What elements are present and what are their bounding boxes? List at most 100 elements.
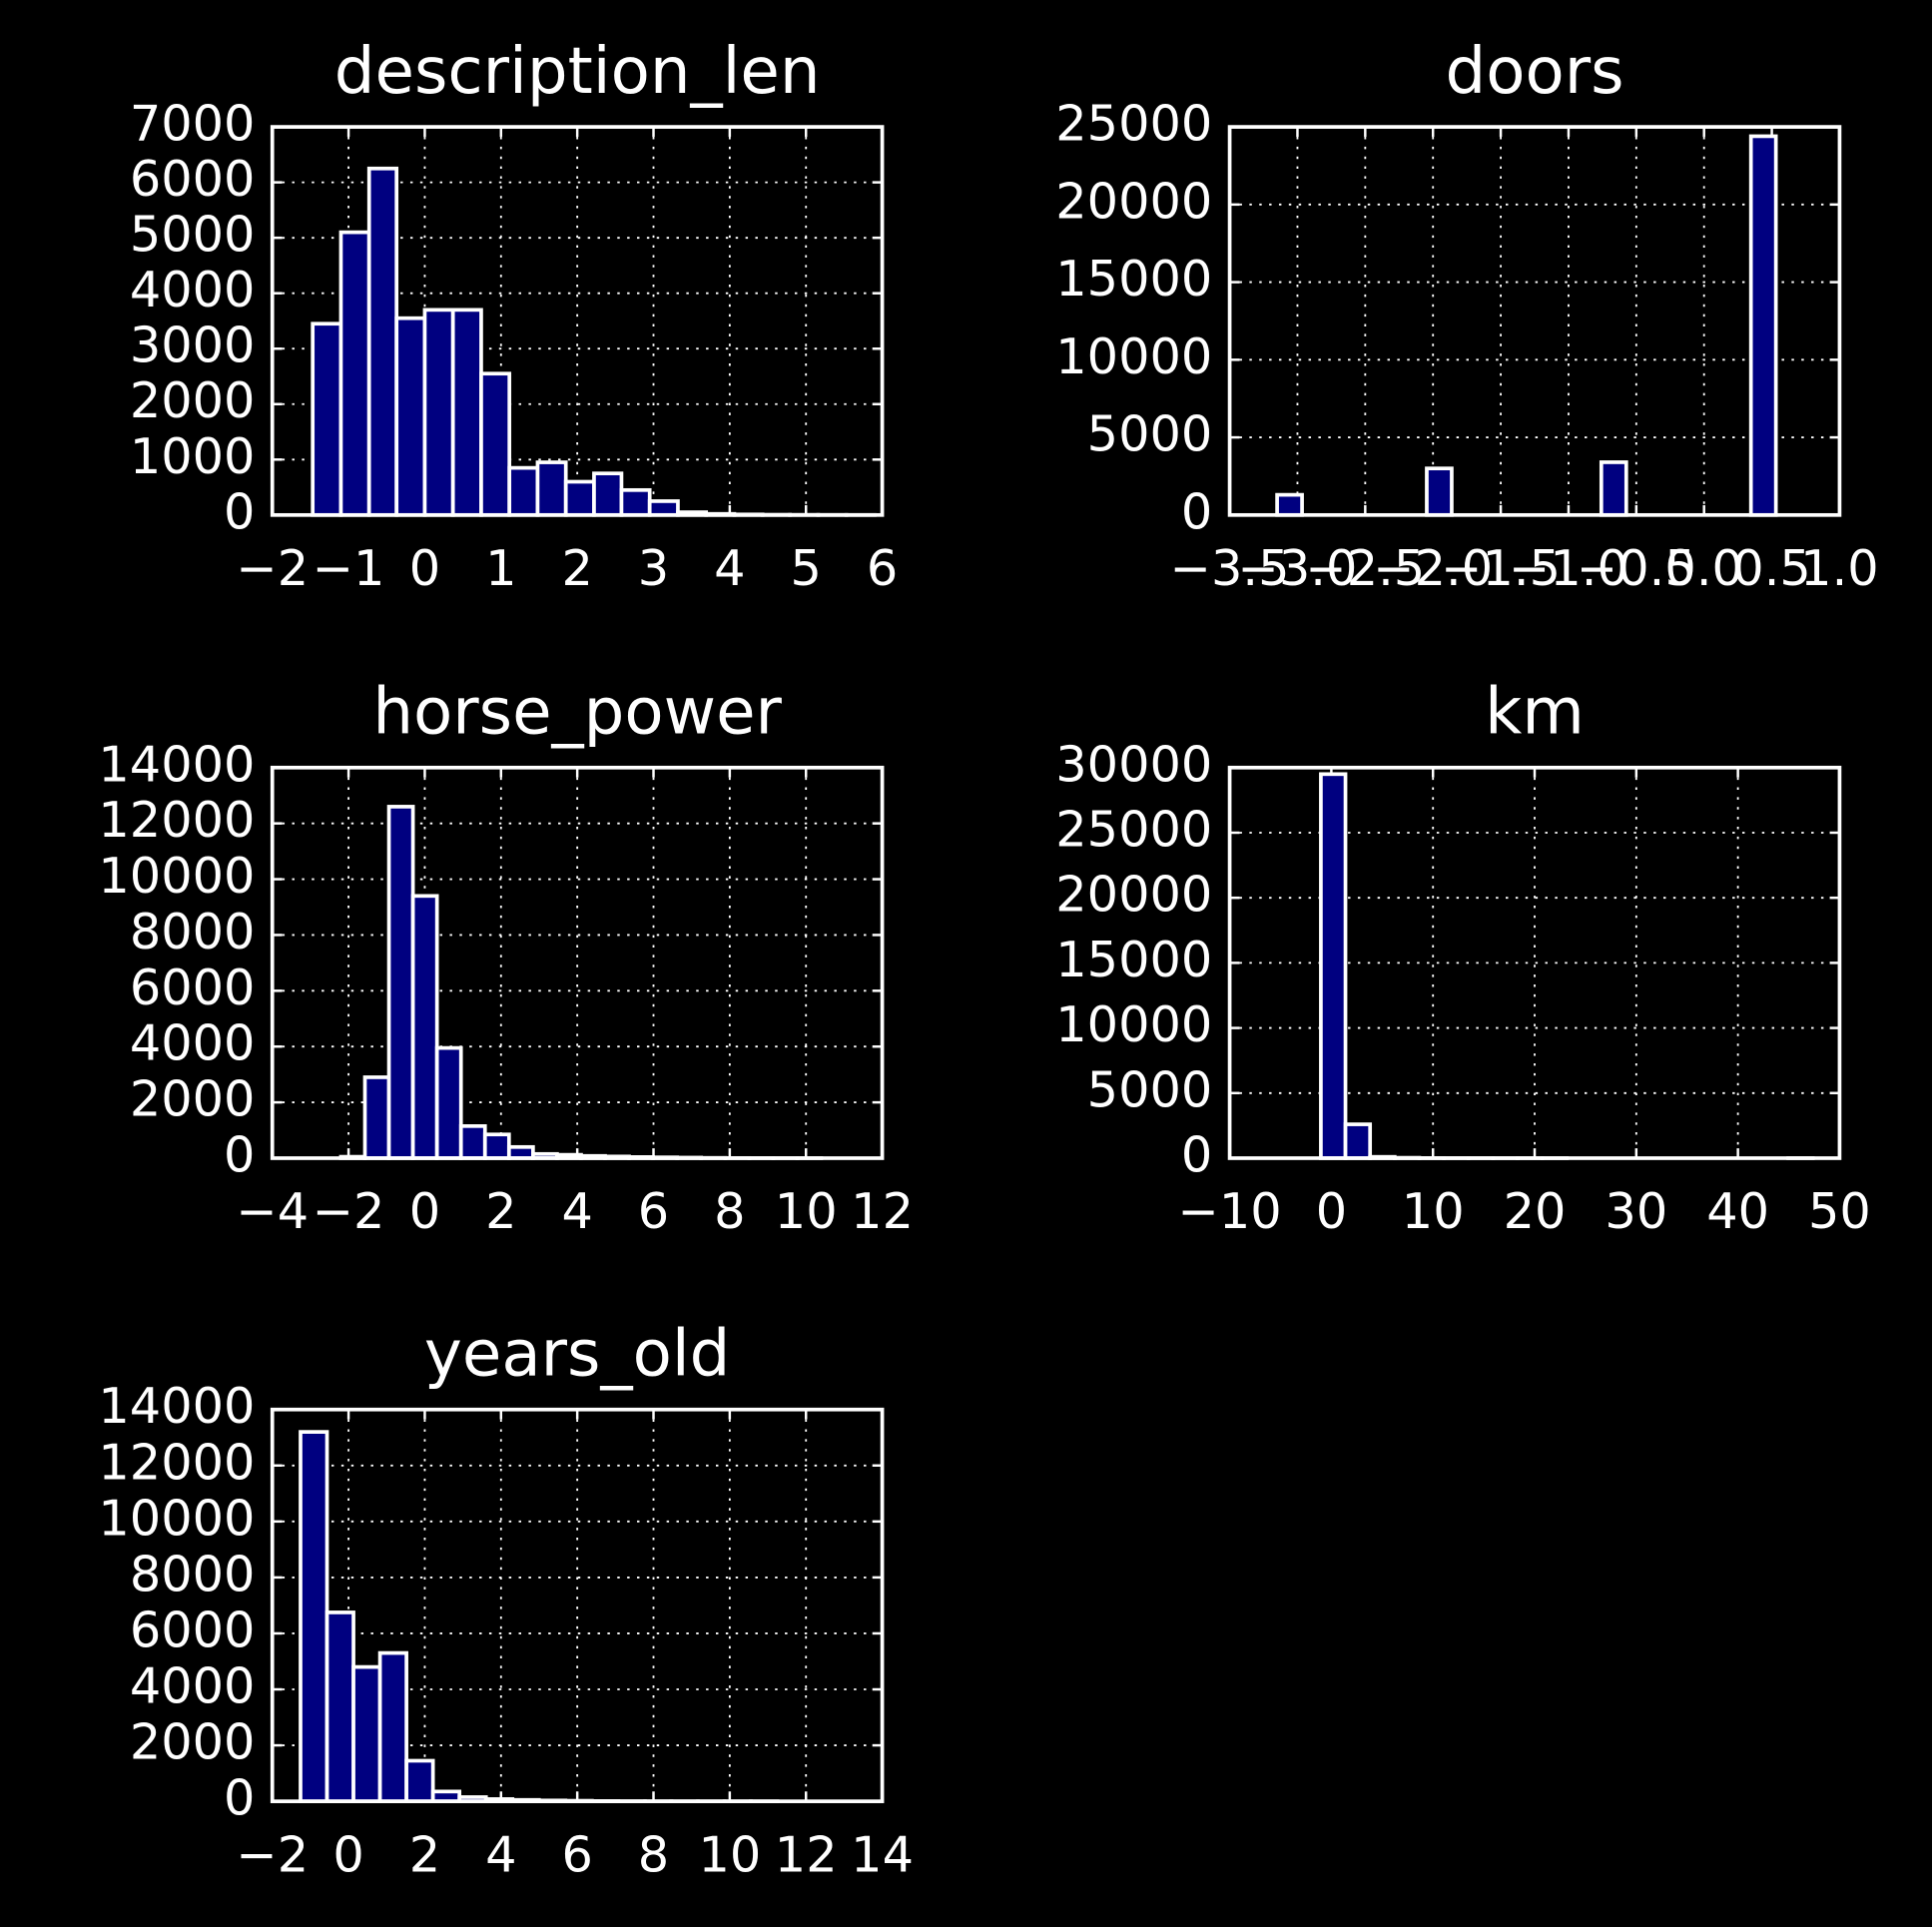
x-tick-label: 0.0: [1664, 539, 1743, 597]
bar: [410, 894, 439, 1160]
axes-frame: [1227, 125, 1842, 517]
y-tick-label: 2000: [130, 371, 256, 429]
x-tick-label: 40: [1706, 1182, 1769, 1240]
bar: [1599, 460, 1628, 517]
subplot: −3.5−3.0−2.5−2.0−1.5−1.0−0.50.00.51.0 0 50…: [1055, 34, 1878, 597]
subplot-title: km: [1485, 675, 1585, 750]
bar: [1425, 466, 1454, 517]
bar: [377, 1650, 408, 1803]
y-tick-label: 12000: [98, 1433, 255, 1491]
bar: [338, 230, 371, 517]
x-tick-label: 50: [1808, 1182, 1871, 1240]
x-tick-label: 3: [638, 539, 669, 597]
subplot: −10 0 10 20 30 40 5005000100001500020000250003…: [1055, 675, 1871, 1241]
x-tick-label: −2: [313, 1182, 385, 1240]
y-tick-label: 1000: [130, 427, 256, 485]
y-tick-label: 8000: [130, 903, 256, 961]
subplot-title: doors: [1445, 34, 1623, 109]
y-tick-label: 0: [224, 1125, 255, 1183]
x-tick-label: 6: [561, 1825, 592, 1883]
y-tick-label: 15000: [1055, 250, 1212, 308]
bar: [507, 465, 540, 517]
x-tick-label: 20: [1504, 1182, 1567, 1240]
x-tick-label: −1.5: [1441, 539, 1561, 597]
x-tick-label: 0: [1316, 1182, 1347, 1240]
x-tick-label: 1.0: [1800, 539, 1879, 597]
bar: [394, 316, 427, 517]
axes-frame: [1227, 765, 1842, 1160]
x-tick-label: −3.0: [1238, 539, 1358, 597]
y-tick-label: 2000: [130, 1070, 256, 1128]
y-tick-label: 5000: [1087, 1060, 1213, 1118]
x-tick-label: 0.5: [1732, 539, 1811, 597]
bar: [1319, 772, 1348, 1160]
y-tick-label: 7000: [130, 95, 256, 153]
x-tick-label: 5: [791, 539, 822, 597]
x-tick-label: 10: [775, 1182, 838, 1240]
y-tick-label: 4000: [130, 1657, 256, 1715]
bar: [458, 1123, 487, 1160]
x-tick-label: 2: [561, 539, 592, 597]
y-tick-label: 10000: [98, 1489, 255, 1547]
x-tick-label: −4: [236, 1182, 309, 1240]
x-tick-label: −1: [313, 539, 385, 597]
y-tick-label: 6000: [130, 1601, 256, 1658]
subplot-title: description_len: [334, 34, 821, 109]
bar: [535, 460, 568, 517]
y-tick-label: 0: [1181, 482, 1212, 540]
x-tick-label: 14: [851, 1825, 914, 1883]
x-tick-label: 2: [409, 1825, 440, 1883]
x-tick-label: −10: [1178, 1182, 1282, 1240]
y-tick-label: 6000: [130, 959, 256, 1016]
x-tick-label: 8: [638, 1825, 669, 1883]
bar: [592, 471, 624, 517]
x-tick-label: 8: [714, 1182, 745, 1240]
y-tick-label: 5000: [1087, 405, 1213, 463]
bar: [404, 1758, 435, 1803]
bar: [1275, 492, 1304, 517]
y-tick-label: 20000: [1055, 866, 1212, 924]
x-tick-label: 4: [561, 1182, 592, 1240]
x-tick-label: −2.5: [1305, 539, 1425, 597]
y-tick-label: 0: [224, 1769, 255, 1827]
x-tick-label: −1.0: [1509, 539, 1628, 597]
y-tick-label: 25000: [1055, 95, 1212, 153]
y-tick-label: 14000: [98, 1377, 255, 1435]
y-tick-label: 10000: [1055, 995, 1212, 1053]
bar: [479, 371, 512, 517]
bar: [1748, 134, 1778, 517]
bar: [1343, 1122, 1373, 1160]
x-tick-label: 6: [638, 1182, 669, 1240]
y-tick-label: 10000: [98, 847, 255, 905]
x-tick-label: 0: [409, 1182, 440, 1240]
bar: [311, 321, 343, 517]
bar: [450, 308, 483, 517]
subplot: −2 0 2 4 6 8 10 12 14020004000600080001000012000…: [98, 1316, 914, 1883]
x-tick-label: 10: [698, 1825, 761, 1883]
y-tick-label: 4000: [130, 261, 256, 319]
y-tick-label: 30000: [1055, 735, 1212, 793]
bar: [324, 1610, 355, 1803]
x-tick-label: −2: [236, 539, 309, 597]
bar: [366, 166, 399, 517]
bar: [351, 1664, 382, 1803]
bar: [482, 1132, 511, 1160]
y-tick-label: 3000: [130, 317, 256, 374]
y-tick-label: 25000: [1055, 800, 1212, 858]
axes-frame: [270, 125, 885, 517]
bar: [434, 1045, 463, 1160]
x-tick-label: 6: [867, 539, 898, 597]
x-tick-label: −3.5: [1170, 539, 1290, 597]
y-tick-label: 0: [224, 482, 255, 540]
axes-frame: [270, 1407, 885, 1803]
subplot: −2 −1 0 1 2 3 4 5 601000200030004000500060007000…: [130, 34, 898, 597]
x-tick-label: 4: [714, 539, 745, 597]
y-tick-label: 20000: [1055, 172, 1212, 230]
x-tick-label: 0: [409, 539, 440, 597]
y-tick-label: 12000: [98, 791, 255, 849]
bar: [647, 499, 680, 517]
x-tick-label: 12: [851, 1182, 914, 1240]
